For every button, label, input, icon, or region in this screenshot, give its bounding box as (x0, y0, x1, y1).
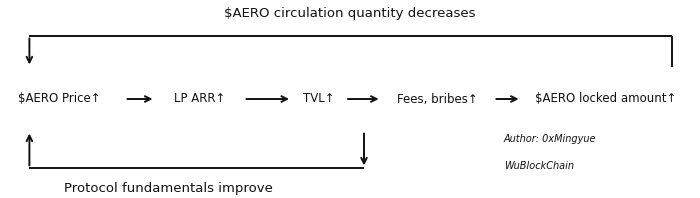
Text: TVL↑: TVL↑ (302, 92, 335, 106)
Text: Fees, bribes↑: Fees, bribes↑ (397, 92, 478, 106)
Text: LP ARR↑: LP ARR↑ (174, 92, 225, 106)
Text: Author: 0xMingyue: Author: 0xMingyue (504, 134, 596, 144)
Text: Protocol fundamentals improve: Protocol fundamentals improve (64, 182, 272, 195)
Text: $AERO Price↑: $AERO Price↑ (18, 92, 101, 106)
Text: WuBlockChain: WuBlockChain (504, 161, 574, 171)
Text: $AERO circulation quantity decreases: $AERO circulation quantity decreases (224, 7, 476, 20)
Text: $AERO locked amount↑: $AERO locked amount↑ (535, 92, 676, 106)
